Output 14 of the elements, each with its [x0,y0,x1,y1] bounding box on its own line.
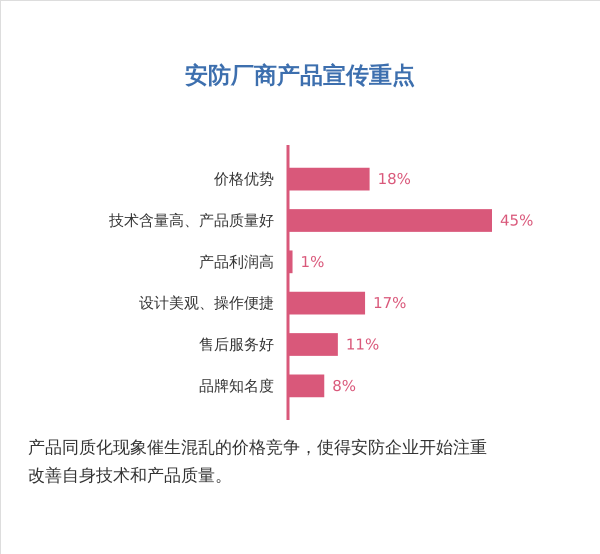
y-tick-label: 价格优势 [213,170,274,188]
data-label: 17% [373,294,406,312]
data-label: 18% [378,170,411,188]
y-tick-label: 产品利润高 [199,252,274,271]
data-label: 11% [346,336,380,354]
text: 产品同质化现象催生混乱的价格竞争，使得安防企业开始注重改善自身技术和产品质量。 [28,438,487,486]
y-tick-label: 售后服务好 [199,336,274,354]
data-label: 1% [300,252,324,271]
y-tick-label: 技术含量高、产品质量好 [108,211,274,230]
y-tick-label: 设计美观、操作便捷 [139,294,274,312]
y-tick-label: 品牌知名度 [199,376,274,395]
chart-title: 安防厂商产品宣传重点 [185,62,415,89]
data-label: 8% [332,376,356,395]
data-label: 45% [500,211,534,230]
